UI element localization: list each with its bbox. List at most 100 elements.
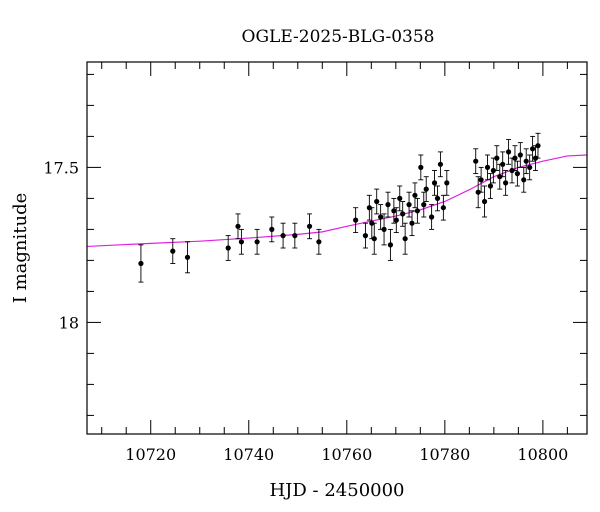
point-marker <box>362 233 369 239</box>
point-marker <box>316 239 322 245</box>
point-marker <box>138 260 144 267</box>
data-point <box>423 176 429 202</box>
point-marker <box>429 214 435 220</box>
y-tick-label: 18 <box>59 313 79 332</box>
point-marker <box>353 217 359 223</box>
point-marker <box>409 220 415 226</box>
point-marker <box>514 171 520 177</box>
point-marker <box>523 158 529 164</box>
point-marker <box>503 180 509 186</box>
y-axis-label: I magnitude <box>10 193 31 304</box>
data-point <box>397 185 403 212</box>
data-point <box>412 182 418 209</box>
data-point <box>269 216 275 243</box>
point-marker <box>397 195 403 201</box>
point-marker <box>512 155 518 161</box>
data-point <box>431 170 438 196</box>
point-marker <box>385 202 391 208</box>
point-marker <box>412 192 418 198</box>
point-marker <box>437 161 444 167</box>
data-point <box>500 151 506 178</box>
data-point <box>437 151 444 178</box>
data-point <box>225 235 231 261</box>
point-marker <box>170 248 176 254</box>
data-point <box>381 213 387 246</box>
point-marker <box>414 208 420 214</box>
point-marker <box>423 186 429 192</box>
point-marker <box>306 223 313 229</box>
point-marker <box>497 174 503 180</box>
data-point <box>505 139 512 165</box>
point-marker <box>235 223 241 229</box>
tick-labels: 10720 10740 10760 10780 10800 17.5 18 <box>43 158 568 464</box>
data-point <box>387 228 394 261</box>
data-point <box>409 210 415 237</box>
point-marker <box>444 180 450 186</box>
point-marker <box>371 236 377 242</box>
point-marker <box>535 143 541 149</box>
data-point <box>444 170 450 196</box>
data-point <box>434 185 441 212</box>
data-point <box>235 213 241 240</box>
point-marker <box>184 254 191 260</box>
data-point <box>517 142 523 168</box>
data-point <box>478 166 484 193</box>
point-marker <box>280 233 286 239</box>
point-marker <box>374 198 380 205</box>
data-point <box>490 157 496 184</box>
data-point <box>418 154 424 181</box>
data-point <box>292 222 298 249</box>
point-marker <box>527 164 533 170</box>
data-point <box>521 166 527 193</box>
data-point <box>371 222 377 255</box>
data-point <box>362 222 369 249</box>
point-marker <box>473 158 479 164</box>
point-marker <box>400 211 406 217</box>
point-marker <box>521 177 527 183</box>
data-point <box>238 228 245 255</box>
point-marker <box>481 198 488 205</box>
data-point <box>402 222 408 255</box>
data-point <box>184 241 191 274</box>
x-tick-label: 10760 <box>321 445 372 464</box>
point-marker <box>292 233 298 239</box>
data-point <box>514 160 520 187</box>
point-marker <box>378 214 384 220</box>
plot-frame <box>86 61 588 435</box>
data-point <box>170 238 176 264</box>
data-point <box>535 132 541 159</box>
chart-title: OGLE-2025-BLG-0358 <box>242 27 435 47</box>
point-marker <box>487 183 494 189</box>
data-point <box>473 148 479 175</box>
axis-ticks <box>87 62 587 434</box>
data-point <box>138 244 144 283</box>
data-point <box>509 157 515 184</box>
data-point <box>391 197 397 224</box>
data-point <box>385 191 391 218</box>
data-point <box>378 204 384 230</box>
x-tick-label: 10720 <box>125 445 176 464</box>
data-point <box>429 204 435 230</box>
points-layer <box>138 132 541 283</box>
data-point <box>353 207 359 233</box>
point-marker <box>238 239 245 245</box>
point-marker <box>393 217 399 223</box>
data-point <box>481 185 488 218</box>
point-marker <box>418 164 424 170</box>
point-marker <box>484 164 491 170</box>
point-marker <box>421 202 427 208</box>
point-marker <box>494 155 500 161</box>
data-point <box>316 228 322 255</box>
data-point <box>254 228 260 255</box>
point-marker <box>475 189 481 195</box>
point-marker <box>478 177 484 183</box>
point-marker <box>517 152 523 158</box>
point-marker <box>500 161 506 167</box>
data-point <box>414 197 420 224</box>
data-point <box>406 191 412 218</box>
point-marker <box>434 195 441 201</box>
point-marker <box>402 236 408 242</box>
point-marker <box>225 245 231 251</box>
point-marker <box>269 226 275 232</box>
